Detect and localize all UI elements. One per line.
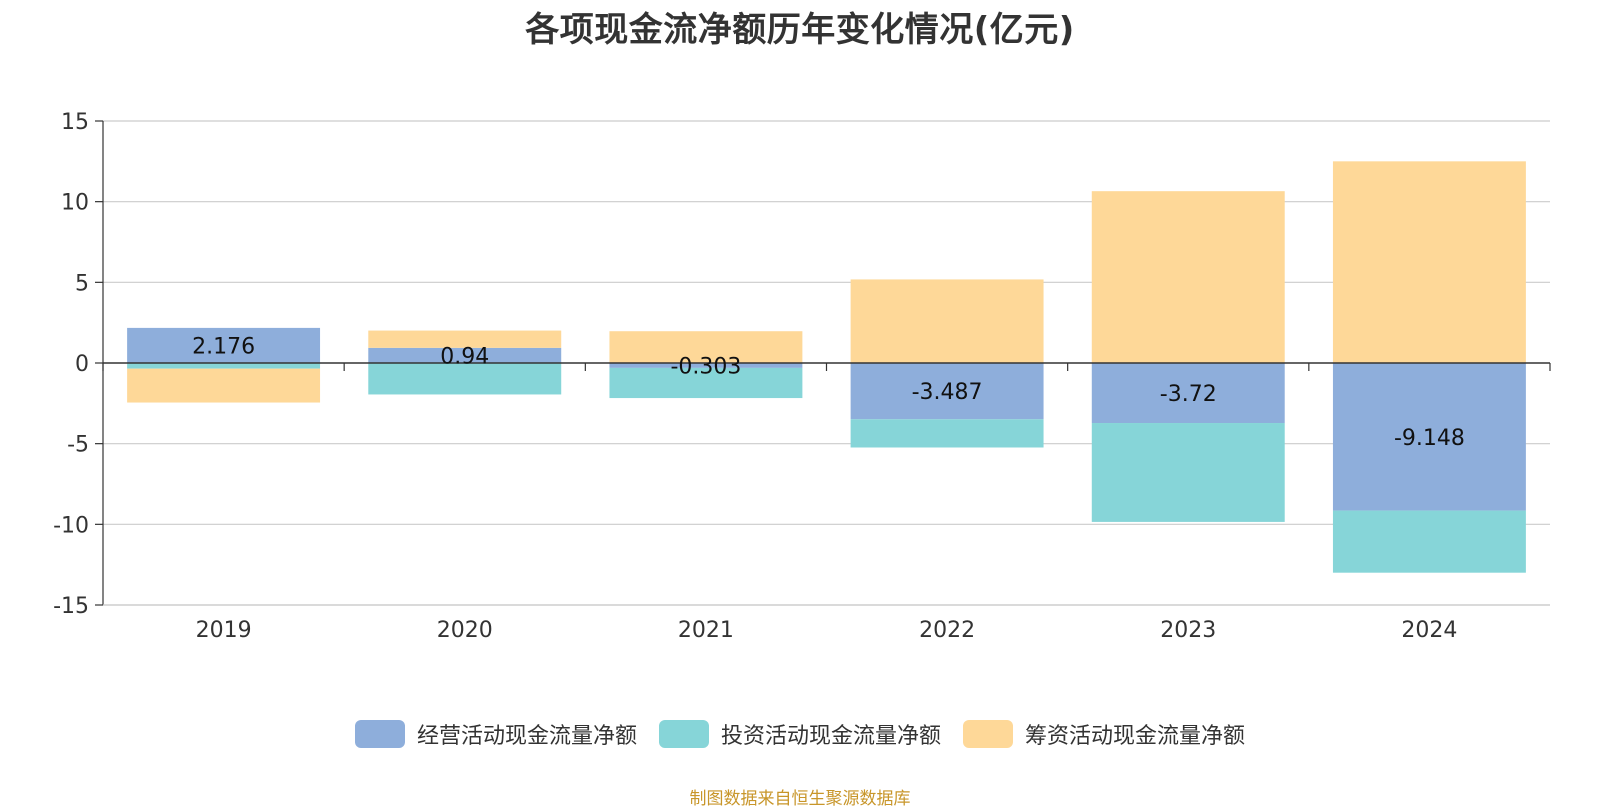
bar-3-2021 <box>609 331 803 363</box>
bars-layer <box>127 161 1526 573</box>
legend-item[interactable]: 投资活动现金流量净额 <box>658 718 941 750</box>
y-tick-label: -15 <box>53 594 89 619</box>
bar-3-2023 <box>1091 191 1285 363</box>
legend-item[interactable]: 筹资活动现金流量净额 <box>963 718 1245 750</box>
x-tick-label: 2022 <box>919 618 975 643</box>
bar-3-2022 <box>850 279 1044 363</box>
bar-1-2023 <box>1091 363 1285 424</box>
y-tick-label: 15 <box>61 110 89 135</box>
legend-swatch <box>354 720 405 748</box>
y-tick-label: 10 <box>61 191 89 216</box>
data-label: -3.72 <box>1160 382 1217 407</box>
legend-item[interactable]: 经营活动现金流量净额 <box>354 718 637 750</box>
legend: 经营活动现金流量净额 投资活动现金流量净额 筹资活动现金流量净额 <box>0 718 1600 750</box>
bar-2-2019 <box>127 363 321 369</box>
data-label: 2.176 <box>192 334 255 359</box>
bar-2-2023 <box>1091 423 1285 522</box>
legend-label: 经营活动现金流量净额 <box>416 724 637 749</box>
y-tick-label: 0 <box>75 352 89 377</box>
legend-swatch <box>963 720 1013 748</box>
y-tick-label: 5 <box>75 271 89 296</box>
x-tick-label: 2020 <box>437 618 493 643</box>
data-label: -3.487 <box>912 380 983 405</box>
x-tick-label: 2023 <box>1160 618 1216 643</box>
bar-1-2021 <box>609 363 803 368</box>
axis-layer: 15 10 5 0 -5 -10 -15 <box>53 110 1551 619</box>
x-tick-label: 2021 <box>678 618 734 643</box>
legend-swatch <box>658 720 709 748</box>
labels-layer: 2019 2020 2021 2022 2023 2024 2.176 0.94 -0.303 -… <box>192 334 1465 643</box>
data-label: -9.148 <box>1394 426 1465 451</box>
bar-2-2020 <box>368 363 562 395</box>
legend-label: 投资活动现金流量净额 <box>720 724 941 749</box>
x-tick-label: 2019 <box>196 618 252 643</box>
data-label: -0.303 <box>670 354 741 379</box>
bar-1-2019 <box>127 327 321 363</box>
x-tick-label: 2024 <box>1401 618 1457 643</box>
legend-label: 筹资活动现金流量净额 <box>1025 724 1246 749</box>
bar-2-2022 <box>850 419 1044 448</box>
bar-3-2024 <box>1332 161 1526 363</box>
bar-1-2024 <box>1332 363 1526 511</box>
bar-3-2020 <box>368 330 562 348</box>
y-tick-label: -5 <box>67 433 89 458</box>
bar-2-2021 <box>609 367 803 399</box>
chart-title: 各项现金流净额历年变化情况(亿元) <box>525 10 1075 50</box>
bar-3-2019 <box>127 368 321 403</box>
bar-1-2022 <box>850 363 1044 420</box>
y-tick-label: -10 <box>53 513 89 538</box>
data-label: 0.94 <box>440 344 489 369</box>
bar-1-2020 <box>368 347 562 363</box>
bar-2-2024 <box>1332 510 1526 573</box>
source-note: 制图数据来自恒生聚源数据库 <box>689 789 911 809</box>
